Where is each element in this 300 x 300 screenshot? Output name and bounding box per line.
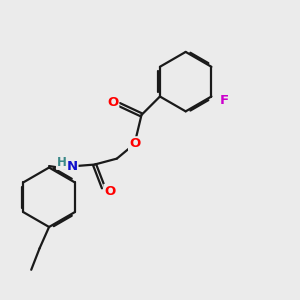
Text: F: F	[219, 94, 229, 107]
Text: O: O	[104, 185, 116, 198]
Text: O: O	[107, 96, 118, 109]
Text: H: H	[57, 156, 67, 169]
Text: O: O	[129, 137, 140, 150]
Text: N: N	[66, 160, 77, 172]
